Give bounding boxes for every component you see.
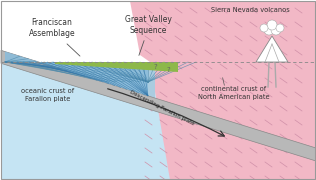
Text: Great Valley
Sequence: Great Valley Sequence	[125, 15, 172, 35]
Polygon shape	[130, 1, 316, 180]
Circle shape	[264, 25, 274, 35]
Circle shape	[260, 24, 268, 32]
Polygon shape	[5, 51, 148, 96]
Polygon shape	[1, 50, 316, 161]
Circle shape	[271, 25, 281, 35]
Text: oceanic crust of
Farallon plate: oceanic crust of Farallon plate	[21, 88, 75, 102]
Circle shape	[267, 20, 277, 30]
Polygon shape	[1, 50, 155, 98]
Text: Descending Farallon plate: Descending Farallon plate	[129, 89, 195, 127]
Text: continental crust of
North American plate: continental crust of North American plat…	[198, 86, 270, 100]
Polygon shape	[256, 36, 288, 62]
Polygon shape	[1, 62, 315, 180]
Polygon shape	[55, 62, 178, 72]
Text: ?: ?	[153, 64, 157, 70]
Text: Sierra Nevada volcanos: Sierra Nevada volcanos	[211, 7, 289, 13]
Text: Franciscan
Assemblage: Franciscan Assemblage	[29, 18, 75, 38]
Circle shape	[276, 24, 284, 32]
Text: ?: ?	[166, 67, 170, 73]
